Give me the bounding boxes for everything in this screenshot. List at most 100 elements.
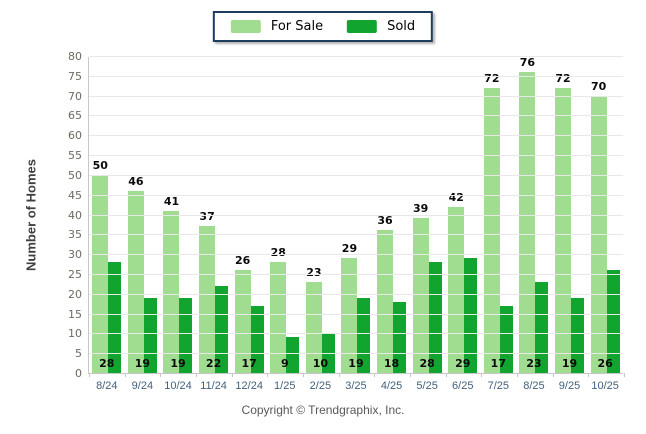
x-tick-label: 10/24 (164, 380, 192, 392)
x-tick-mark (267, 373, 269, 377)
sold-value-label: 19 (134, 357, 151, 370)
bar-pair: 72 19 9/25 (555, 57, 585, 392)
gridline (89, 75, 623, 77)
x-tick-label: 3/25 (345, 380, 367, 392)
sold-bar (393, 301, 407, 373)
bar-group: 76 23 8/25 (516, 55, 552, 392)
y-tick-label: 20 (68, 287, 82, 301)
bar-group: 42 29 6/25 (445, 57, 481, 392)
x-tick-mark (160, 373, 162, 377)
x-tick-mark (196, 373, 197, 377)
gridline (89, 115, 623, 117)
y-tick-label: 30 (68, 248, 82, 262)
for-sale-bar (199, 226, 216, 373)
bar-pair: 36 18 4/25 (377, 57, 407, 392)
y-tick-label: 5 (75, 347, 82, 361)
sold-bar (215, 285, 229, 373)
y-tick-label: 75 (68, 69, 82, 83)
sold-swatch (347, 20, 378, 33)
sold-bar (606, 269, 620, 373)
x-tick-mark (303, 373, 304, 377)
sold-value-label: 28 (99, 357, 115, 370)
x-tick-mark (517, 373, 518, 377)
for-sale-value-label: 72 (555, 71, 571, 85)
y-tick-label: 45 (68, 188, 82, 202)
for-sale-bar (270, 262, 287, 373)
x-tick-mark (89, 373, 90, 377)
x-tick-label: 1/25 (274, 380, 296, 392)
bar-group: 72 17 7/25 (481, 57, 517, 392)
for-sale-bar (412, 218, 429, 373)
y-tick-label: 50 (68, 168, 82, 182)
sold-legend-label: Sold (387, 19, 416, 34)
x-tick-label: 5/25 (416, 380, 438, 392)
for-sale-value-label: 76 (519, 55, 536, 69)
x-tick-label: 7/25 (487, 380, 510, 392)
bar-group: 26 17 12/24 (231, 57, 267, 392)
bar-pair: 70 26 10/25 (590, 57, 620, 392)
for-sale-value-label: 46 (128, 174, 144, 188)
y-tick-label: 0 (75, 367, 82, 380)
sold-value-label: 18 (383, 357, 400, 370)
gridline (89, 254, 623, 256)
y-tick-label: 80 (68, 50, 82, 63)
for-sale-bar (519, 71, 536, 373)
gridline (89, 155, 623, 157)
for-sale-value-label: 26 (235, 253, 251, 267)
x-tick-label: 11/24 (200, 380, 227, 392)
x-tick-label: 10/25 (591, 380, 619, 392)
for-sale-value-label: 37 (199, 210, 215, 224)
bar-group: 37 22 11/24 (196, 57, 232, 392)
x-tick-mark (624, 373, 625, 377)
for-sale-bar (305, 281, 322, 373)
for-sale-bar (555, 87, 572, 373)
sold-value-label: 17 (241, 357, 257, 370)
bar-pair: 28 9 1/25 (270, 57, 300, 392)
x-tick-label: 8/25 (523, 380, 545, 392)
gridline (89, 135, 623, 137)
x-tick-mark (124, 373, 126, 377)
sold-value-label: 17 (490, 357, 506, 370)
x-tick-label: 12/24 (235, 380, 263, 392)
y-axis-title: Number of Homes (23, 159, 39, 271)
x-tick-label: 6/25 (452, 380, 474, 392)
x-tick-label: 9/24 (131, 380, 154, 392)
x-tick-label: 4/25 (380, 380, 403, 392)
sold-value-label: 19 (170, 357, 186, 370)
for-sale-bar (163, 210, 180, 373)
sold-value-label: 9 (280, 357, 289, 370)
y-tick-label: 15 (68, 307, 82, 321)
gridline (89, 174, 623, 176)
y-tick-label: 35 (68, 228, 82, 242)
bar-group: 41 19 10/24 (160, 57, 196, 392)
bar-pair: 42 29 6/25 (448, 57, 478, 392)
for-sale-value-label: 70 (590, 79, 607, 93)
gridline (89, 313, 623, 315)
sold-value-label: 22 (205, 357, 222, 370)
y-tick-label: 25 (68, 267, 82, 281)
for-sale-value-label: 29 (341, 242, 358, 256)
x-tick-mark (552, 373, 554, 377)
y-tick-label: 55 (68, 149, 82, 163)
x-tick-mark (338, 373, 340, 377)
for-sale-value-label: 42 (448, 190, 464, 204)
for-sale-value-label: 41 (163, 194, 180, 208)
gridline (89, 293, 623, 295)
y-tick-label: 70 (68, 89, 82, 103)
for-sale-bar (483, 87, 500, 373)
x-tick-mark (231, 373, 233, 377)
for-sale-value-label: 36 (377, 214, 393, 228)
gridline (89, 194, 623, 196)
gridline (89, 353, 623, 355)
for-sale-swatch (230, 20, 261, 33)
x-tick-mark (445, 373, 447, 377)
for-sale-value-label: 28 (270, 246, 286, 260)
x-tick-mark (481, 373, 483, 377)
sold-bar (108, 262, 122, 373)
gridline (89, 56, 623, 57)
y-tick-label: 10 (68, 327, 82, 341)
sold-value-label: 26 (597, 357, 613, 370)
y-tick-label: 60 (68, 129, 82, 143)
sold-value-label: 19 (561, 357, 578, 370)
